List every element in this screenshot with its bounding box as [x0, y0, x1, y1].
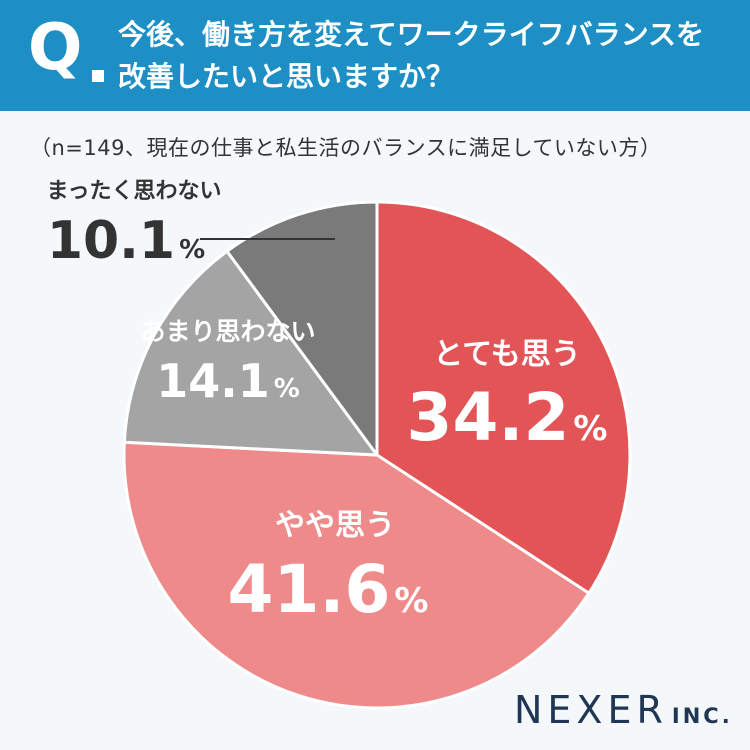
slice-amari-label: あまり思わない [140, 317, 315, 346]
slice-amari [122, 249, 379, 457]
slice-mattaku-value: 10.1% [47, 211, 205, 271]
nexer-logo: NEXER INC. [514, 688, 733, 732]
question-line-2: 改善したいと思いますか？ [118, 60, 455, 93]
question-line-1: 今後、働き方を変えてワークライフバランスを [118, 18, 705, 51]
slice-yaya [122, 440, 591, 710]
slice-amari-unit: % [274, 374, 300, 404]
slice-totemo-label: とても思う [433, 337, 581, 372]
q-dot [92, 70, 104, 82]
brand-suffix: INC. [671, 704, 733, 728]
question-text: 今後、働き方を変えてワークライフバランスを 改善したいと思いますか？ [118, 14, 738, 98]
q-mark: Q [28, 11, 83, 85]
slice-yaya-unit: % [394, 581, 428, 621]
question-header: Q 今後、働き方を変えてワークライフバランスを 改善したいと思いますか？ [0, 0, 750, 111]
brand-name: NEXER [514, 688, 668, 732]
slice-yaya-label: やや思う [275, 508, 395, 543]
slice-totemo-unit: % [573, 409, 607, 449]
slice-mattaku [225, 200, 379, 457]
sample-note: （n=149、現在の仕事と私生活のバランスに満足していない方） [30, 136, 662, 160]
slice-mattaku-label: まったく思わない [46, 179, 221, 204]
